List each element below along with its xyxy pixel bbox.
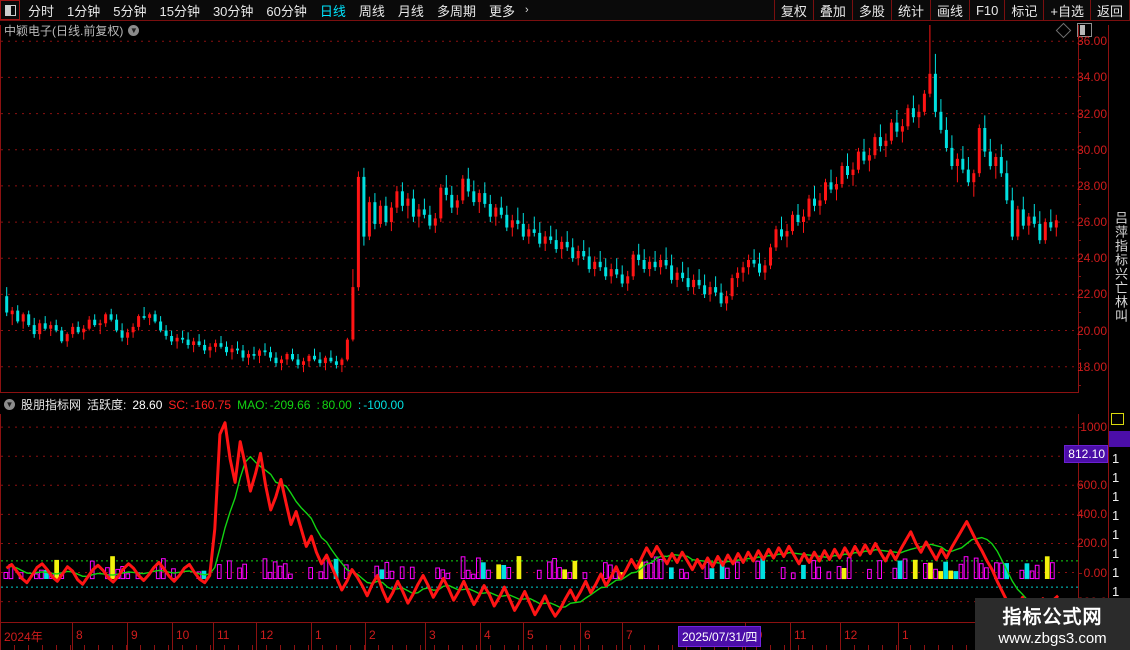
price-axis-label: 28.00 [1076,178,1107,193]
tab-monthly[interactable]: 月线 [397,3,424,19]
date-axis-label[interactable]: 4 [480,623,523,650]
watermark-title: 指标公式网 [1002,606,1103,628]
right-side-strip[interactable]: 吕萍指标兴亡林叫 1111111111 [1108,25,1130,623]
date-axis-label[interactable]: 5 [523,623,580,650]
indicator-axis-highlight-label: 812.10 [1064,445,1108,464]
price-axis-label: 32.00 [1076,106,1107,121]
tab-5min[interactable]: 5分钟 [113,3,147,19]
indicator-field-label-0: 活跃度: [87,398,127,412]
tab-multi-period[interactable]: 多周期 [436,3,476,19]
period-toolbar-group: 分时 1分钟 5分钟 15分钟 30分钟 60分钟 日线 周线 月线 多周期 更… [0,0,533,20]
indicator-field-value-1: -160.75 [190,397,232,412]
right-strip-highlight [1109,431,1130,447]
button-fuquan[interactable]: 复权 [773,0,813,20]
date-axis-label[interactable]: 2 [365,623,425,650]
price-axis-label: 18.00 [1076,359,1107,374]
top-toolbar: 分时 1分钟 5分钟 15分钟 30分钟 60分钟 日线 周线 月线 多周期 更… [0,0,1130,21]
date-axis-label[interactable]: 7 [622,623,745,650]
date-axis-label[interactable]: 12 [840,623,898,650]
price-panel-header: 中颖电子(日线.前复权) ▼ [0,21,1130,39]
candlestick-chart[interactable] [0,25,1078,393]
tab-daily[interactable]: 日线 [319,3,346,19]
indicator-field-label-3: : [316,397,320,412]
date-axis[interactable]: 2024年89101112123456710111212025/07/31/四 [0,623,1130,650]
date-axis-label[interactable]: 8 [72,623,127,650]
button-drawline[interactable]: 画线 [929,0,969,20]
price-axis-label: 20.00 [1076,323,1107,338]
chevron-down-circle-icon[interactable]: ▼ [128,24,140,36]
button-multi-stock[interactable]: 多股 [851,0,891,20]
date-axis-label[interactable]: 12 [256,623,311,650]
price-axis-label: 36.00 [1076,34,1107,49]
right-strip-numbers: 1111111111 [1112,451,1120,623]
price-axis-label: 24.00 [1076,251,1107,266]
button-overlay[interactable]: 叠加 [812,0,852,20]
right-strip-yellow-marker [1111,413,1124,425]
price-axis-label: 30.00 [1076,142,1107,157]
button-f10[interactable]: F10 [968,0,1004,20]
tab-60min[interactable]: 60分钟 [266,3,307,19]
indicator-axis-label: 0.00 [1083,565,1107,580]
price-axis-label: 22.00 [1076,287,1107,302]
indicator-field-value-4: -100.00 [363,397,404,412]
date-axis-label[interactable]: 1 [898,623,960,650]
indicator-axis-label: 400.0 [1076,507,1107,522]
date-axis-label[interactable]: 3 [425,623,480,650]
price-axis-label: 34.00 [1076,70,1107,85]
indicator-field-value-3: 80.00 [321,397,352,412]
indicator-field-label-1: SC: [168,397,189,412]
price-axis: 18.00 20.00 22.00 24.00 26.00 28.00 30.00 32.00… [1076,25,1108,393]
tab-fenshi[interactable]: 分时 [28,3,55,19]
tab-30min[interactable]: 30分钟 [212,3,254,19]
indicator-axis-label: 1000 [1080,420,1107,435]
tab-weekly[interactable]: 周线 [358,3,385,19]
tab-1min[interactable]: 1分钟 [67,3,101,19]
action-toolbar-group: 复权 叠加 多股 统计 画线 F10 标记 +自选 返回 [773,0,1130,20]
date-axis-label[interactable]: 11 [790,623,840,650]
right-strip-vertical-text: 吕萍指标兴亡林叫 [1113,211,1128,323]
indicator-name: 股朋指标网 [21,398,82,412]
chevron-right-icon[interactable]: › [524,4,529,16]
date-axis-label[interactable]: 6 [580,623,622,650]
button-add-favorite[interactable]: +自选 [1043,0,1090,20]
button-statistics[interactable]: 统计 [890,0,930,20]
tab-15min[interactable]: 15分钟 [159,3,200,19]
price-panel-header-icons [1055,22,1092,38]
watermark-url: www.zbgs3.com [998,629,1107,647]
date-axis-label[interactable]: 9 [127,623,172,650]
price-axis-label: 26.00 [1076,215,1107,230]
indicator-axis-label: 200.0 [1076,536,1107,551]
indicator-field-label-4: : [357,397,362,412]
chevron-down-circle-icon[interactable]: ▼ [4,399,15,410]
indicator-field-label-2: MAO: [237,397,268,412]
indicator-field-value-0: 28.60 [132,397,163,412]
date-axis-highlight: 2025/07/31/四 [678,626,762,647]
date-axis-label[interactable]: 10 [172,623,213,650]
button-mark[interactable]: 标记 [1004,0,1043,20]
menu-split-square-icon[interactable] [0,0,20,20]
indicator-axis-label: 600.0 [1076,478,1107,493]
page-title: 中颖电子(日线.前复权) [4,23,124,38]
indicator-field-value-2: -209.66 [269,397,311,412]
split-square-icon[interactable] [1077,23,1092,37]
watermark: 指标公式网 www.zbgs3.com [975,598,1130,650]
indicator-panel-header: ▼ 股朋指标网 活跃度: 28.60 SC: -160.75 MAO: -209… [0,396,1078,413]
date-axis-label[interactable]: 2024年 [0,623,72,650]
button-back[interactable]: 返回 [1089,0,1130,20]
indicator-chart[interactable] [0,414,1078,623]
date-axis-label[interactable]: 11 [213,623,256,650]
tab-more[interactable]: 更多 [488,3,515,19]
date-axis-label[interactable]: 1 [311,623,365,650]
